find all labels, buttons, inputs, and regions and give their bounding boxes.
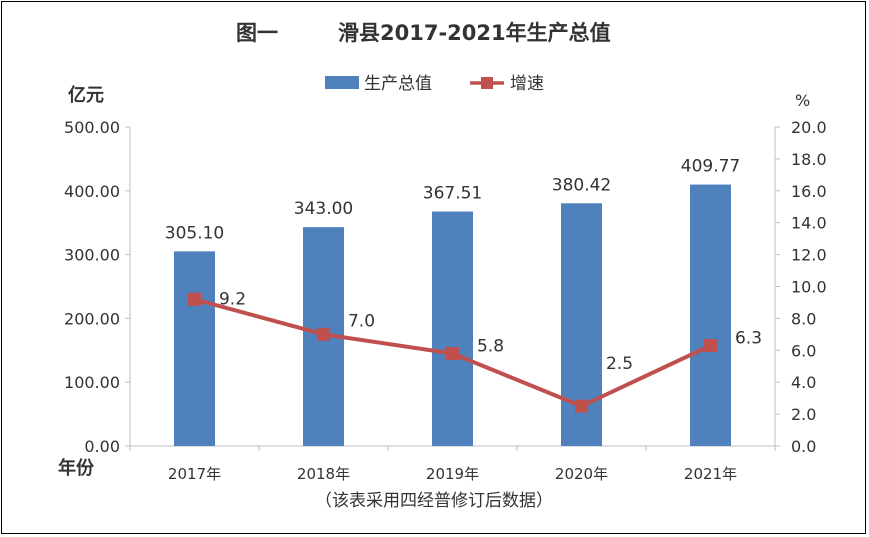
y-right-unit-label: % [795,91,810,110]
y-right-tick-label: 16.0 [791,182,827,201]
y-left-unit-label: 亿元 [68,84,104,106]
growth-data-label: 5.8 [477,336,504,356]
bar-data-label: 343.00 [294,199,353,219]
x-axis-label: 年份 [58,457,95,479]
growth-point [575,399,588,413]
growth-point [317,327,330,341]
growth-data-label: 6.3 [735,329,762,349]
bar-data-labels: 305.10 343.00 367.51 380.42 409.77 [165,157,740,244]
y-left-tick-label: 200.00 [64,309,120,328]
y-right-tick-label: 2.0 [791,405,816,424]
bar-data-label: 367.51 [423,184,482,204]
chart-title-prefix: 图一 [236,21,278,45]
y-left-tick-label: 0.00 [84,437,120,456]
growth-data-label: 2.5 [606,354,633,374]
line-series: 9.2 7.0 5.8 2.5 6.3 [188,289,762,413]
bar [174,251,215,446]
y-left-tick-label: 100.00 [64,373,120,392]
bar-data-label: 409.77 [681,157,740,177]
x-tick-label: 2017年 [168,465,221,483]
y-left-tick-label: 400.00 [64,182,120,201]
bar [690,184,731,446]
x-tick-label: 2021年 [684,465,737,483]
legend-label-gdp: 生产总值 [364,74,432,94]
bar [432,211,473,446]
y-right-tick-label: 4.0 [791,373,816,392]
y-right-tick-label: 18.0 [791,150,827,169]
y-left-ticks: 0.00 100.00 200.00 300.00 400.00 500.00 [64,118,130,456]
x-tick-label: 2019年 [426,465,479,483]
growth-data-label: 9.2 [219,289,246,309]
y-right-tick-label: 10.0 [791,278,827,297]
x-tick-label: 2020年 [555,465,608,483]
legend-bar-swatch [325,76,359,89]
y-right-tick-label: 0.0 [791,437,816,456]
x-ticks: 2017年 2018年 2019年 2020年 2021年 [129,446,776,483]
bar-data-label: 380.42 [552,175,611,195]
chart-footnote: （该表采用四经普修订后数据） [315,491,553,511]
growth-point [446,346,459,360]
legend-marker-swatch [481,77,493,89]
y-right-tick-label: 20.0 [791,118,827,137]
y-left-tick-label: 300.00 [64,246,120,265]
legend: 生产总值 增速 [325,74,544,94]
bar-series [174,184,731,446]
y-right-tick-label: 6.0 [791,341,816,360]
growth-point [704,339,717,353]
legend-label-growth: 增速 [510,74,544,94]
growth-data-label: 7.0 [348,311,375,331]
y-right-tick-label: 8.0 [791,309,816,328]
chart-title: 滑县2017-2021年生产总值 [338,21,611,45]
growth-point [188,292,201,306]
x-tick-label: 2018年 [297,465,350,483]
y-right-tick-label: 14.0 [791,214,827,233]
y-right-tick-label: 12.0 [791,246,827,265]
y-left-tick-label: 500.00 [64,118,120,137]
bar-data-label: 305.10 [165,223,224,243]
y-right-ticks: 0.0 2.0 4.0 6.0 8.0 10.0 12.0 14.0 16.0 18.0 20.0 [775,118,827,456]
